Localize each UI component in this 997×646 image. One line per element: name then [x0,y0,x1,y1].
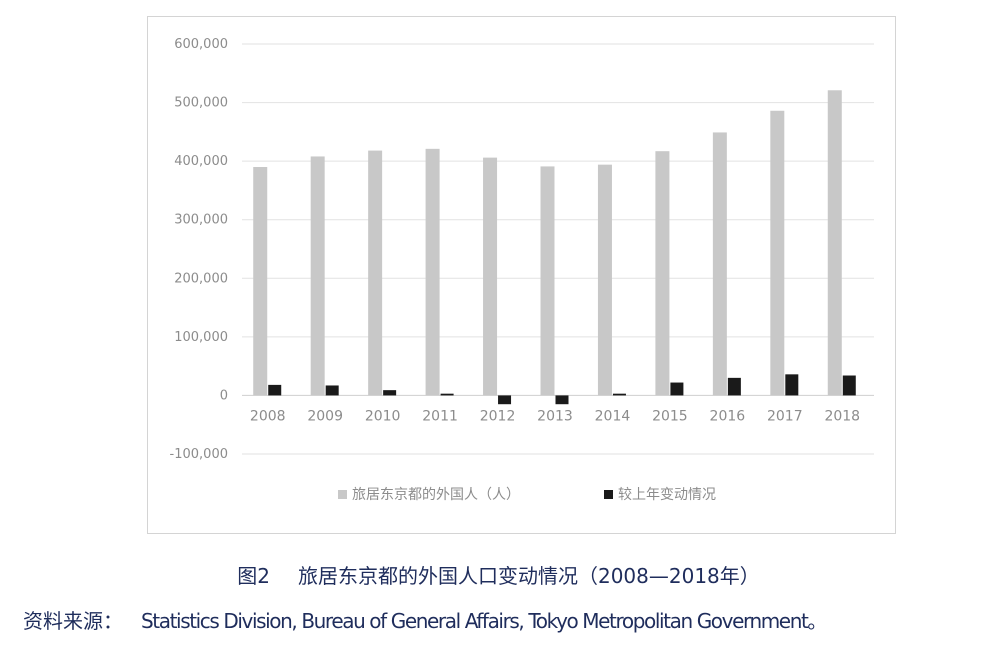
bar-change [498,395,512,405]
bar-population [827,90,842,396]
x-tick-label: 2014 [595,408,631,424]
x-tick-label: 2013 [537,408,573,424]
bar-change [842,375,856,396]
y-tick-label: -100,000 [170,447,228,462]
bar-change [612,393,626,396]
bar-change [555,395,569,405]
bar-population [310,156,325,396]
bar-change [727,377,741,396]
y-tick-label: 100,000 [174,330,228,345]
y-tick-label: 500,000 [174,96,228,111]
bar-population [540,166,555,396]
bar-population [425,148,440,396]
figure-caption: 图2 旅居东京都的外国人口变动情况（2008—2018年） [0,560,997,589]
bar-chart: 600,000 500,000 400,000 300,000 200,000 100,0… [170,37,874,503]
y-tick-label: 600,000 [174,37,228,52]
x-tick-label: 2015 [652,408,688,424]
bar-population [597,164,612,396]
x-tick-label: 2012 [480,408,516,424]
y-tick-label: 300,000 [174,213,228,228]
bar-population [253,167,268,396]
source-text: Statistics Division, Bureau of General A… [141,609,827,633]
bar-change [268,384,282,396]
source-line: 资料来源： Statistics Division, Bureau of Gene… [23,605,827,634]
chart-frame: 600,000 500,000 400,000 300,000 200,000 100,0… [147,16,896,534]
figure-title: 旅居东京都的外国人口变动情况（2008—2018年） [297,564,760,588]
y-tick-label: 200,000 [174,271,228,286]
x-tick-label: 2018 [824,408,860,424]
x-tick-label: 2017 [767,408,803,424]
y-tick-label: 0 [220,388,228,403]
bar-population [368,150,383,396]
y-tick-label: 400,000 [174,154,228,169]
legend-swatch [604,490,613,499]
figure-number: 图2 [237,564,270,588]
bar-population [712,132,727,396]
bar-population [483,157,498,396]
bar-change [670,382,684,396]
bar-population [770,110,785,396]
x-tick-label: 2010 [365,408,401,424]
bar-change [440,393,454,396]
bar-change [383,390,397,396]
legend-label: 旅居东京都的外国人（人） [352,487,520,503]
bar-population [655,151,670,396]
x-tick-label: 2011 [422,408,458,424]
x-tick-label: 2008 [250,408,286,424]
legend-label: 较上年变动情况 [618,487,716,503]
legend-swatch [338,490,347,499]
bar-change [785,374,799,396]
bar-change [325,385,339,396]
x-tick-label: 2016 [710,408,746,424]
x-tick-label: 2009 [307,408,343,424]
source-label: 资料来源： [23,609,123,633]
